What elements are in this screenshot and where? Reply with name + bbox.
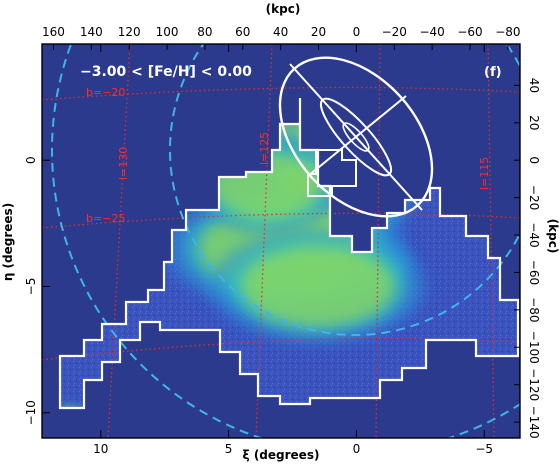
right-tick-label--80: −80: [527, 297, 541, 322]
top-tick-label--80: −80: [495, 25, 520, 39]
top-tick-label--40: −40: [419, 25, 444, 39]
y-tick-label--5: −5: [24, 278, 38, 296]
panel-label: (f): [484, 65, 502, 80]
top-tick-label--20: −20: [382, 25, 407, 39]
x-tick-label--5: −5: [475, 442, 493, 456]
right-tick-label--40: −40: [527, 222, 541, 247]
grid-line-l-130: [107, 44, 131, 438]
grid-label-l-125: l=125: [258, 132, 271, 165]
top-tick-label--60: −60: [457, 25, 482, 39]
right-axis-title: (kpc): [546, 219, 560, 254]
grid-label-b-25: b=−25: [86, 212, 125, 225]
top-tick-label-100: 100: [156, 25, 179, 39]
density-blob-6-level-2: [241, 246, 395, 327]
top-tick-label-40: 40: [273, 25, 288, 39]
right-tick-label-40: 40: [527, 78, 541, 93]
top-tick-label-140: 140: [80, 25, 103, 39]
galactic-grid: [42, 44, 520, 438]
grid-label-l-115: l=115: [478, 157, 491, 190]
radius-circle-inner: [169, 44, 520, 336]
metallicity-label: −3.00 < [Fe/H] < 0.00: [80, 64, 252, 80]
grid-line-b-25: [42, 212, 520, 229]
grid-line-l-125: [255, 44, 273, 438]
y-axis-title: η (degrees): [1, 203, 15, 281]
grid-label-l-130: l=130: [117, 147, 130, 180]
projected-radius-circles: [51, 44, 520, 438]
x-tick-label-5: 5: [225, 442, 233, 456]
right-tick-label--60: −60: [527, 260, 541, 285]
y-tick-label--10: −10: [24, 400, 38, 425]
m31-disk-markers: [278, 56, 434, 218]
y-tick-label-0: 0: [24, 156, 38, 164]
grid-line-b-20: [42, 86, 520, 101]
top-tick-label-160: 160: [42, 25, 65, 39]
top-tick-label-20: 20: [311, 25, 326, 39]
x-tick-label-10: 10: [93, 442, 108, 456]
top-tick-label-120: 120: [118, 25, 141, 39]
top-tick-label-0: 0: [353, 25, 361, 39]
right-tick-label--20: −20: [527, 185, 541, 210]
x-axis-title: ξ (degrees): [243, 448, 320, 462]
radius-circle-outer: [51, 44, 520, 438]
survey-outline: [58, 98, 520, 410]
top-tick-label-60: 60: [235, 25, 250, 39]
x-tick-label-0: 0: [353, 442, 361, 456]
minor-axis: [307, 95, 407, 177]
right-tick-label-0: 0: [527, 156, 541, 164]
top-tick-label-80: 80: [197, 25, 212, 39]
right-tick-label--120: −120: [527, 368, 541, 401]
top-axis-title: (kpc): [266, 2, 301, 16]
right-tick-label--100: −100: [527, 331, 541, 364]
grid-label-b-20: b=−20: [86, 86, 125, 99]
right-tick-label-20: 20: [527, 115, 541, 130]
right-tick-label--140: −140: [527, 406, 541, 439]
